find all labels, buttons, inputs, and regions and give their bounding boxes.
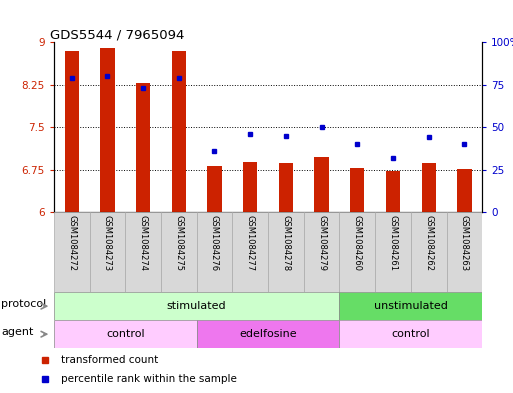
Bar (207, 166, 222, 212)
Text: edelfosine: edelfosine (239, 329, 297, 339)
Bar (90, 212, 125, 292)
Text: GSM1084278: GSM1084278 (282, 215, 290, 271)
Bar (411, 212, 446, 292)
Text: GSM1084275: GSM1084275 (174, 215, 183, 270)
Bar (125, 212, 161, 292)
Text: control: control (391, 329, 430, 339)
Text: agent: agent (1, 327, 33, 337)
Bar (386, 171, 400, 212)
Bar (54, 292, 340, 320)
Text: percentile rank within the sample: percentile rank within the sample (62, 374, 237, 384)
Bar (54, 320, 196, 348)
Text: GSM1084263: GSM1084263 (460, 215, 469, 271)
Bar (340, 292, 482, 320)
Bar (350, 168, 364, 212)
Bar (340, 320, 482, 348)
Bar (161, 212, 196, 292)
Text: GSM1084260: GSM1084260 (353, 215, 362, 270)
Bar (304, 212, 340, 292)
Bar (172, 51, 186, 212)
Bar (232, 212, 268, 292)
Bar (196, 212, 232, 292)
Text: GSM1084277: GSM1084277 (246, 215, 254, 271)
Bar (446, 212, 482, 292)
Bar (279, 163, 293, 212)
Text: GSM1084262: GSM1084262 (424, 215, 433, 270)
Text: stimulated: stimulated (167, 301, 226, 311)
Text: control: control (106, 329, 145, 339)
Text: unstimulated: unstimulated (374, 301, 448, 311)
Text: GSM1084272: GSM1084272 (67, 215, 76, 270)
Bar (314, 157, 329, 212)
Bar (268, 212, 304, 292)
Bar (136, 83, 150, 212)
Text: GDS5544 / 7965094: GDS5544 / 7965094 (50, 28, 184, 41)
Text: GSM1084273: GSM1084273 (103, 215, 112, 271)
Text: transformed count: transformed count (62, 355, 159, 365)
Bar (65, 51, 79, 212)
Text: GSM1084276: GSM1084276 (210, 215, 219, 271)
Text: GSM1084261: GSM1084261 (388, 215, 398, 270)
Text: GSM1084279: GSM1084279 (317, 215, 326, 270)
Bar (422, 163, 436, 212)
Bar (457, 169, 471, 212)
Text: protocol: protocol (1, 299, 46, 309)
Bar (196, 320, 340, 348)
Bar (340, 212, 375, 292)
Bar (54, 212, 90, 292)
Text: GSM1084274: GSM1084274 (139, 215, 148, 270)
Bar (243, 162, 258, 212)
Bar (375, 212, 411, 292)
Bar (100, 48, 114, 212)
